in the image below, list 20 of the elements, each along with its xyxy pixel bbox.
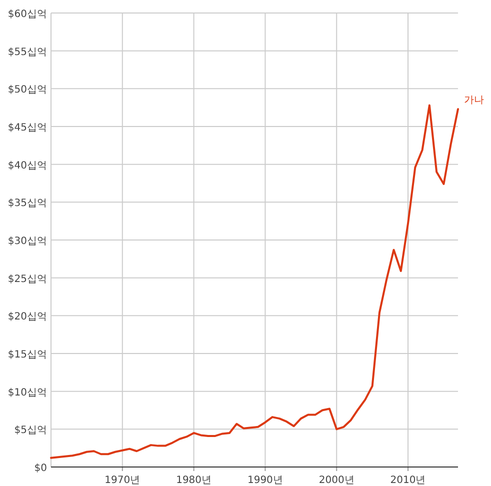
x-tick-label: 1970년 (104, 475, 140, 486)
y-tick-label: $20십억 (8, 312, 47, 323)
y-tick-label: $10십억 (8, 387, 47, 398)
line-series (50, 104, 459, 459)
x-tick-label: 2000년 (318, 475, 354, 486)
x-tick-label: 1990년 (247, 475, 283, 486)
x-tick-label: 2010년 (390, 475, 426, 486)
y-tick-label: $0 (34, 463, 47, 474)
y-tick-label: $25십억 (8, 274, 47, 285)
y-tick-label: $15십억 (8, 350, 47, 360)
x-tick-label: 1980년 (176, 475, 212, 486)
y-tick-label: $35십억 (8, 198, 47, 210)
y-tick-label: $30십억 (8, 236, 47, 247)
y-tick-label: $5십억 (14, 425, 47, 436)
y-tick-label: $50십억 (8, 84, 47, 96)
y-tick-label: $60십억 (8, 9, 47, 20)
y-tick-label: $40십억 (8, 160, 47, 172)
y-tick-label: $45십억 (8, 122, 47, 134)
series-label: 가나 (464, 95, 484, 106)
y-tick-label: $55십억 (8, 46, 47, 58)
